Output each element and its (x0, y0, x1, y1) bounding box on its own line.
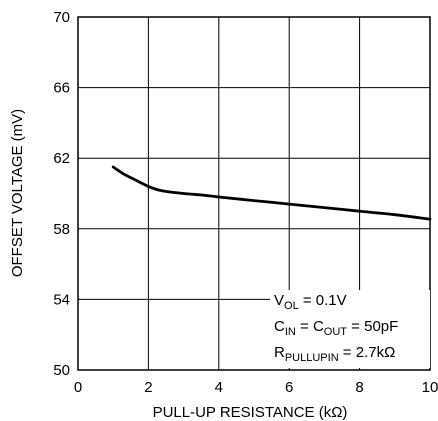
annotation-res-main: R (274, 344, 285, 361)
y-tick-label: 66 (53, 80, 70, 97)
annotation-res-rest: = 2.7kΩ (339, 344, 396, 361)
x-tick-label: 8 (355, 379, 363, 396)
y-tick-label: 70 (53, 9, 70, 26)
annotation-cap-sub2: OUT (324, 326, 348, 338)
annotation-res: RPULLUPIN = 2.7kΩ (274, 344, 395, 364)
annotation-cap-c1: C (274, 318, 285, 335)
annotation-vol: VOL = 0.1V (274, 292, 347, 312)
annotation-cap-sub1: IN (285, 326, 296, 338)
annotation-vol-sub: OL (284, 300, 299, 312)
y-axis-label: OFFSET VOLTAGE (mV) (9, 109, 26, 277)
x-tick-label: 2 (144, 379, 152, 396)
x-tick-label: 4 (215, 379, 223, 396)
annotation-cap-rest: = 50pF (347, 318, 398, 335)
y-tick-labels: 50 54 58 62 66 70 (53, 9, 70, 379)
x-tick-label: 6 (285, 379, 293, 396)
x-tick-labels: 0 2 4 6 8 10 (74, 379, 438, 396)
y-tick-label: 58 (53, 221, 70, 238)
annotation-cap: CIN = COUT = 50pF (274, 318, 398, 338)
x-axis-label: PULL-UP RESISTANCE (kΩ) (153, 404, 348, 421)
y-tick-label: 62 (53, 150, 70, 167)
y-tick-label: 54 (53, 291, 70, 308)
annotation-res-sub: PULLUPIN (285, 352, 339, 364)
annotation-vol-main: V (274, 292, 284, 309)
annotation-cap-mid: = C (296, 318, 324, 335)
plot-frame (77, 16, 431, 371)
x-tick-label: 10 (422, 379, 438, 396)
y-tick-label: 50 (53, 362, 70, 379)
grid-lines (78, 17, 430, 370)
x-tick-label: 0 (74, 379, 82, 396)
annotation-vol-rest: = 0.1V (299, 292, 347, 309)
series-line (111, 165, 432, 221)
annotation-background (270, 290, 430, 368)
